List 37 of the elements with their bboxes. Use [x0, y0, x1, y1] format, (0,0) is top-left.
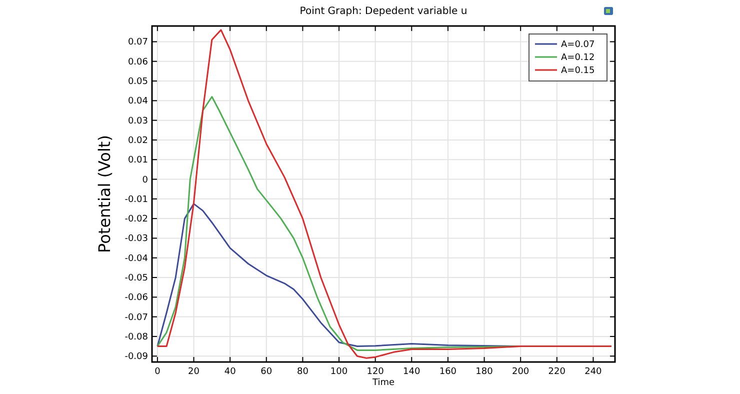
legend-label: A=0.07	[561, 40, 595, 50]
y-tick-label: 0	[142, 175, 148, 186]
y-tick-label: 0.07	[128, 38, 148, 48]
y-tick-label: -0.09	[124, 352, 148, 362]
x-tick-label: 120	[366, 367, 384, 377]
y-tick-label: -0.03	[124, 234, 148, 244]
y-tick-label: -0.06	[124, 293, 148, 304]
x-tick-label: 40	[224, 367, 236, 377]
legend-label: A=0.12	[561, 53, 595, 63]
y-tick-label: -0.02	[124, 214, 148, 225]
x-tick-label: 220	[548, 367, 566, 377]
y-tick-label: 0.06	[128, 57, 148, 68]
y-tick-label: 0.04	[128, 96, 148, 107]
x-axis-title: Time	[371, 378, 395, 388]
y-tick-label: -0.05	[124, 274, 148, 284]
x-tick-label: 20	[188, 367, 200, 377]
x-tick-label: 200	[512, 367, 530, 377]
x-tick-label: 180	[476, 367, 494, 377]
x-tick-label: 240	[584, 367, 602, 377]
x-tick-label: 0	[154, 367, 161, 377]
y-tick-label: -0.08	[124, 332, 148, 342]
y-tick-label: -0.07	[124, 312, 148, 323]
y-tick-label: 0.03	[128, 116, 148, 126]
y-tick-label: 0.01	[128, 156, 148, 166]
x-tick-label: 100	[330, 367, 348, 377]
y-tick-label: 0.05	[128, 77, 148, 88]
x-tick-label: 140	[403, 367, 420, 377]
x-tick-label: 160	[439, 367, 457, 377]
y-tick-label: 0.02	[128, 136, 148, 146]
legend-label: A=0.15	[561, 66, 595, 76]
x-tick-label: 60	[260, 367, 272, 377]
y-tick-label: -0.04	[124, 254, 148, 264]
x-tick-label: 80	[296, 367, 309, 377]
line-series	[156, 29, 612, 359]
chart-title: Point Graph: Depedent variable u	[300, 6, 468, 17]
y-axis-title: Potential (Volt)	[95, 135, 114, 253]
y-tick-label: -0.01	[124, 194, 148, 205]
